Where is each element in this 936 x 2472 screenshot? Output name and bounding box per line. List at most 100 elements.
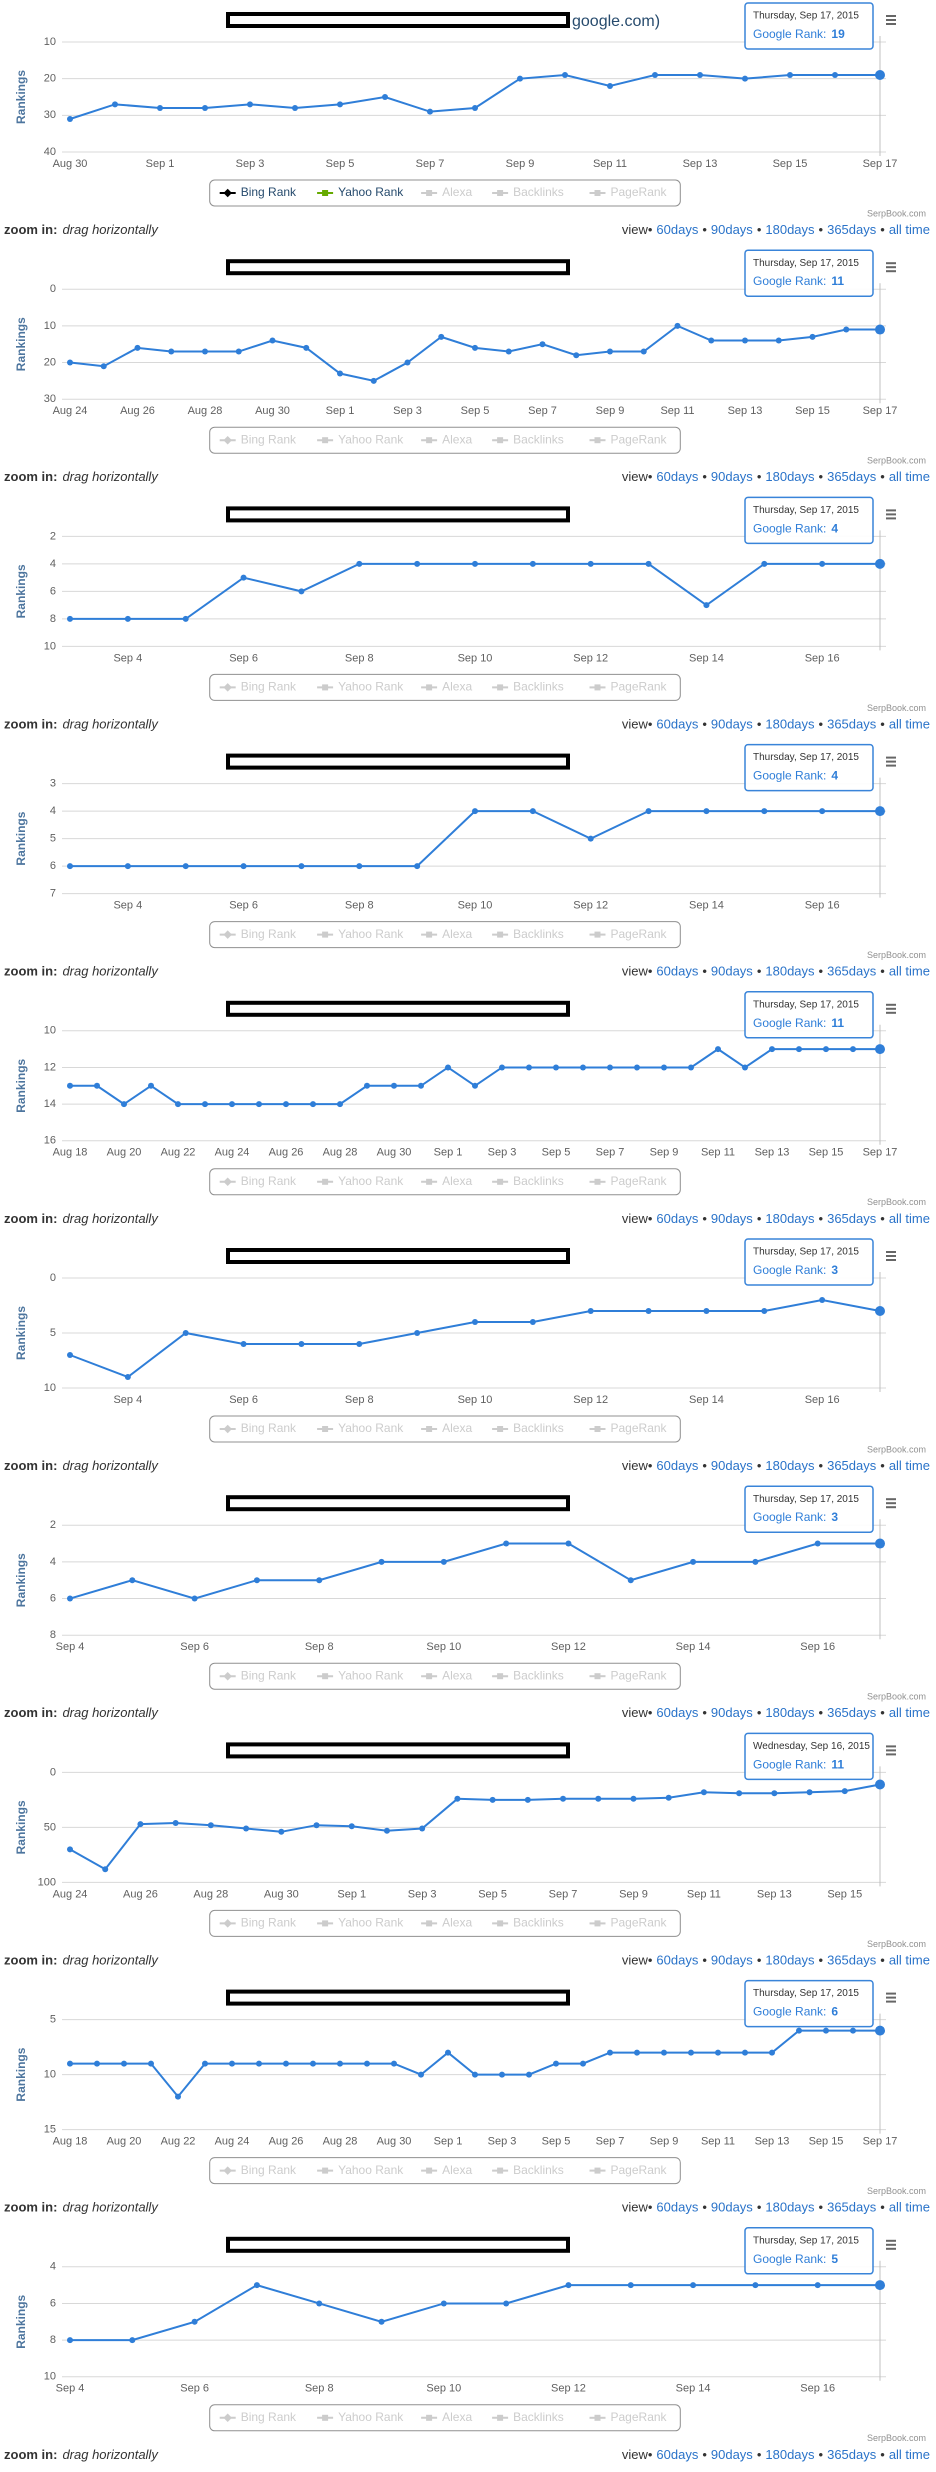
view-link[interactable]: 60days — [656, 222, 698, 237]
legend-marker[interactable] — [223, 435, 232, 445]
view-link[interactable]: 365days — [827, 470, 877, 485]
credits[interactable]: SerpBook.com — [867, 703, 926, 713]
legend-item[interactable]: Yahoo Rank — [338, 2163, 404, 2177]
legend-item[interactable]: Yahoo Rank — [338, 1421, 404, 1435]
legend-item[interactable]: PageRank — [611, 1668, 668, 1682]
view-link[interactable]: 60days — [656, 964, 698, 979]
legend-item[interactable]: Bing Rank — [241, 1916, 297, 1930]
legend-item[interactable]: PageRank — [611, 2410, 668, 2424]
view-link[interactable]: 60days — [656, 1458, 698, 1473]
legend-item[interactable]: PageRank — [611, 927, 668, 941]
view-link[interactable]: 90days — [711, 1953, 753, 1968]
legend-item[interactable]: Yahoo Rank — [338, 1668, 404, 1682]
legend-marker[interactable] — [322, 437, 329, 444]
legend-marker[interactable] — [497, 1920, 504, 1927]
legend-marker[interactable] — [497, 931, 504, 938]
legend-item[interactable]: PageRank — [611, 185, 668, 199]
legend-marker[interactable] — [426, 684, 433, 691]
view-link[interactable]: 60days — [656, 1953, 698, 1968]
view-link[interactable]: 180days — [765, 964, 815, 979]
legend-item[interactable]: Bing Rank — [241, 432, 297, 446]
legend-item[interactable]: Bing Rank — [241, 2163, 297, 2177]
view-link[interactable]: all time — [889, 2447, 930, 2462]
legend-item[interactable]: Yahoo Rank — [338, 432, 404, 446]
legend-item[interactable]: Backlinks — [513, 1174, 564, 1188]
legend-item[interactable]: Yahoo Rank — [338, 1916, 404, 1930]
view-link[interactable]: 90days — [711, 717, 753, 732]
view-link[interactable]: 365days — [827, 222, 877, 237]
view-link[interactable]: 90days — [711, 964, 753, 979]
view-link[interactable]: 60days — [656, 2447, 698, 2462]
credits[interactable]: SerpBook.com — [867, 2186, 926, 2196]
legend-marker[interactable] — [497, 437, 504, 444]
legend-item[interactable]: PageRank — [611, 1916, 668, 1930]
legend-marker[interactable] — [223, 188, 232, 198]
legend-marker[interactable] — [497, 2414, 504, 2421]
legend-marker[interactable] — [322, 1426, 329, 1432]
legend-item[interactable]: Alexa — [442, 2410, 472, 2424]
legend-item[interactable]: Alexa — [442, 1668, 472, 1682]
legend-marker[interactable] — [426, 190, 433, 196]
legend-marker[interactable] — [322, 684, 329, 691]
legend-marker[interactable] — [497, 684, 504, 691]
legend-item[interactable]: Bing Rank — [241, 2410, 297, 2424]
legend-item[interactable]: Backlinks — [513, 185, 564, 199]
legend-marker[interactable] — [426, 931, 433, 938]
view-link[interactable]: all time — [889, 2200, 930, 2215]
legend-marker[interactable] — [594, 1673, 601, 1680]
view-link[interactable]: 365days — [827, 1211, 877, 1226]
legend-item[interactable]: Bing Rank — [241, 680, 297, 694]
legend-item[interactable]: Alexa — [442, 680, 472, 694]
legend-item[interactable]: PageRank — [611, 1174, 668, 1188]
credits[interactable]: SerpBook.com — [867, 208, 926, 218]
legend-marker[interactable] — [322, 2414, 329, 2421]
legend-marker[interactable] — [322, 190, 329, 196]
view-link[interactable]: 180days — [765, 2447, 815, 2462]
credits[interactable]: SerpBook.com — [867, 1939, 926, 1949]
legend-marker[interactable] — [594, 931, 601, 938]
legend-marker[interactable] — [594, 1920, 601, 1927]
view-link[interactable]: 180days — [765, 1706, 815, 1721]
view-link[interactable]: 180days — [765, 1211, 815, 1226]
legend-marker[interactable] — [497, 1426, 504, 1432]
legend-marker[interactable] — [322, 931, 329, 938]
legend-item[interactable]: Yahoo Rank — [338, 1174, 404, 1188]
credits[interactable]: SerpBook.com — [867, 1444, 926, 1454]
legend-item[interactable]: Alexa — [442, 1421, 472, 1435]
view-link[interactable]: 60days — [656, 1211, 698, 1226]
legend-marker[interactable] — [594, 437, 601, 444]
legend-marker[interactable] — [426, 437, 433, 444]
view-link[interactable]: all time — [889, 1458, 930, 1473]
legend-marker[interactable] — [497, 2167, 504, 2174]
legend-item[interactable]: Alexa — [442, 2163, 472, 2177]
legend-item[interactable]: Alexa — [442, 1916, 472, 1930]
view-link[interactable]: 90days — [711, 2200, 753, 2215]
legend-marker[interactable] — [497, 1673, 504, 1680]
legend-item[interactable]: PageRank — [611, 2163, 668, 2177]
legend-item[interactable]: Bing Rank — [241, 185, 297, 199]
view-link[interactable]: 365days — [827, 717, 877, 732]
legend-item[interactable]: Backlinks — [513, 680, 564, 694]
view-link[interactable]: all time — [889, 1211, 930, 1226]
legend-marker[interactable] — [594, 684, 601, 691]
view-link[interactable]: 180days — [765, 470, 815, 485]
legend-marker[interactable] — [322, 1920, 329, 1927]
legend-marker[interactable] — [497, 190, 504, 196]
view-link[interactable]: 365days — [827, 2447, 877, 2462]
legend-marker[interactable] — [322, 2167, 329, 2174]
view-link[interactable]: 90days — [711, 222, 753, 237]
view-link[interactable]: 180days — [765, 2200, 815, 2215]
legend-marker[interactable] — [497, 1178, 504, 1185]
legend-item[interactable]: Yahoo Rank — [338, 2410, 404, 2424]
legend-item[interactable]: PageRank — [611, 1421, 668, 1435]
legend-item[interactable]: Alexa — [442, 185, 472, 199]
credits[interactable]: SerpBook.com — [867, 950, 926, 960]
legend-marker[interactable] — [426, 2414, 433, 2421]
credits[interactable]: SerpBook.com — [867, 2433, 926, 2443]
credits[interactable]: SerpBook.com — [867, 456, 926, 466]
legend-marker[interactable] — [594, 2414, 601, 2421]
view-link[interactable]: 180days — [765, 717, 815, 732]
legend-marker[interactable] — [322, 1178, 329, 1185]
view-link[interactable]: all time — [889, 1706, 930, 1721]
legend-item[interactable]: Bing Rank — [241, 1421, 297, 1435]
